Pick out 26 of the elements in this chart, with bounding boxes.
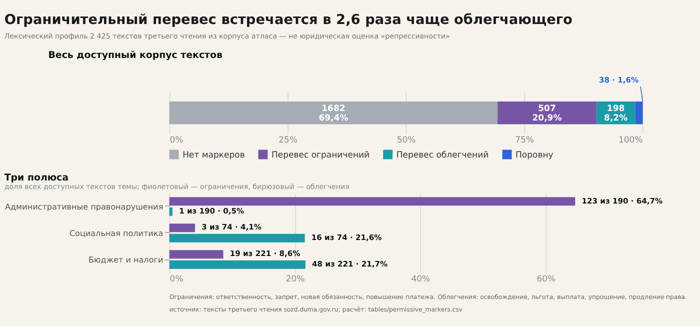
x-tick-label: 50%: [396, 136, 416, 146]
x-tick-label: 0%: [170, 136, 184, 146]
x-tick-label: 20%: [286, 274, 305, 285]
data-label: 38 · 1,6%: [598, 76, 639, 85]
legend-label: Перевес облегчений: [396, 150, 489, 160]
x-tick-label: 40%: [411, 274, 430, 285]
data-label: 16 из 74 · 21,6%: [311, 233, 382, 242]
x-tick-label: 25%: [278, 136, 298, 146]
x-tick-label: 100%: [618, 136, 643, 146]
data-label: 198 8,2%: [604, 104, 628, 124]
data-label: 1682 69,4%: [318, 104, 349, 124]
text: Три полюса: [4, 172, 69, 184]
x-tick-label: 75%: [515, 136, 534, 146]
text: Весь доступный корпус текстов: [48, 50, 222, 61]
data-label: 1 из 190 · 0,5%: [179, 206, 245, 216]
legend-label: Поровну: [516, 150, 554, 160]
x-tick-label: 0%: [170, 274, 184, 285]
legend-label: Нет маркеров: [182, 150, 245, 160]
data-label: 507 20,9%: [532, 104, 562, 124]
data-label: 19 из 221 · 8,6%: [230, 249, 301, 258]
legend-label: Перевес ограничений: [271, 150, 370, 160]
data-label: 3 из 74 · 4,1%: [202, 222, 262, 232]
chart-title: Ограничительный перевес встречается в 2,6 раза чаще облегчающего: [4, 12, 572, 28]
data-label: 48 из 221 · 21,7%: [312, 260, 388, 269]
data-label: 123 из 190 · 64,7%: [582, 196, 663, 206]
x-tick-label: 60%: [536, 274, 556, 285]
